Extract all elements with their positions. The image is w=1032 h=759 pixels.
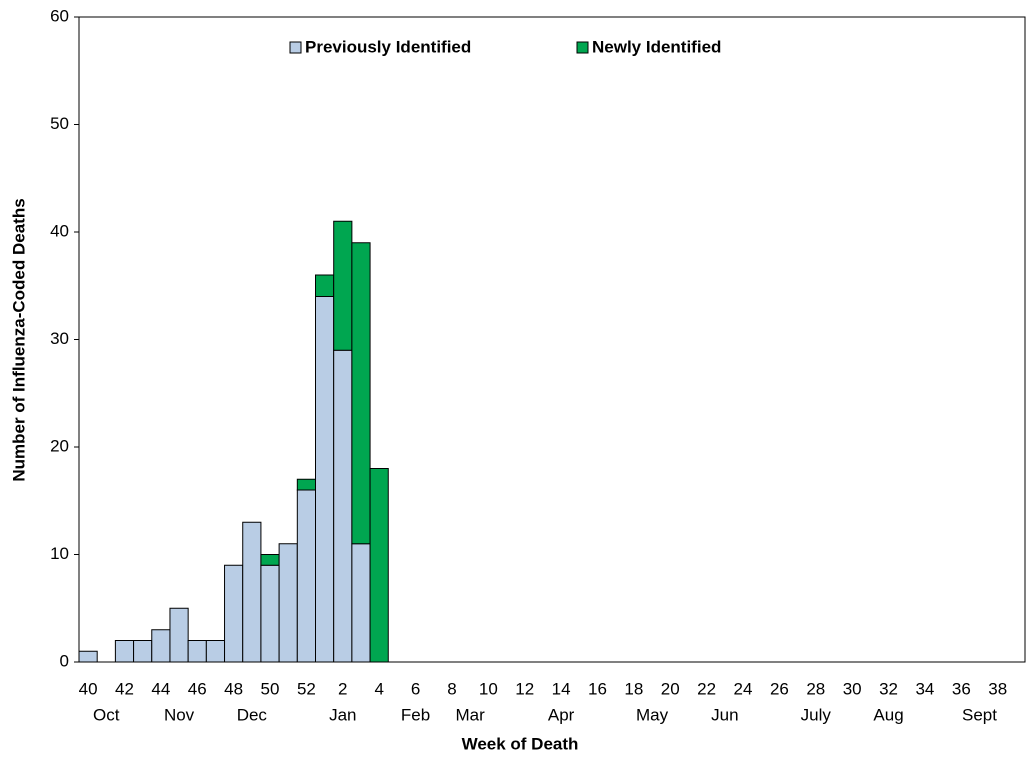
x-tick-label: 24 bbox=[734, 679, 753, 698]
bar-segment bbox=[333, 220, 353, 351]
x-tick-label: 40 bbox=[79, 679, 98, 698]
y-tick-label: 0 bbox=[60, 651, 69, 670]
x-tick-label: 34 bbox=[915, 679, 934, 698]
bar-segment bbox=[333, 349, 353, 663]
bar-segment bbox=[169, 607, 189, 663]
x-tick-label: 32 bbox=[879, 679, 898, 698]
month-label: Aug bbox=[873, 705, 903, 724]
x-tick-label: 52 bbox=[297, 679, 316, 698]
bar-segment bbox=[114, 640, 135, 663]
x-tick-label: 26 bbox=[770, 679, 789, 698]
bar-segment bbox=[187, 640, 207, 663]
y-tick-label: 30 bbox=[50, 329, 69, 348]
y-tick-label: 10 bbox=[50, 544, 69, 563]
x-tick-label: 46 bbox=[188, 679, 207, 698]
month-label: July bbox=[801, 705, 832, 724]
x-tick-label: 2 bbox=[338, 679, 347, 698]
x-tick-label: 8 bbox=[447, 679, 456, 698]
x-tick-label: 50 bbox=[261, 679, 280, 698]
bar-segment bbox=[351, 543, 371, 663]
legend-label: Newly Identified bbox=[592, 37, 721, 56]
bar-segment bbox=[151, 629, 171, 663]
month-label: Mar bbox=[455, 705, 485, 724]
month-label: Feb bbox=[401, 705, 430, 724]
month-label: Dec bbox=[237, 705, 268, 724]
y-tick-label: 60 bbox=[50, 6, 69, 25]
bar-segment bbox=[133, 640, 153, 663]
x-tick-label: 38 bbox=[988, 679, 1007, 698]
legend-swatch bbox=[289, 41, 302, 54]
x-tick-label: 44 bbox=[151, 679, 170, 698]
y-tick-label: 20 bbox=[50, 436, 69, 455]
bar-segment bbox=[260, 564, 280, 663]
bar-segment bbox=[351, 242, 371, 545]
x-tick-label: 14 bbox=[552, 679, 571, 698]
bar-segment bbox=[242, 521, 262, 663]
x-tick-label: 4 bbox=[374, 679, 383, 698]
month-label: Oct bbox=[93, 705, 120, 724]
x-tick-label: 20 bbox=[661, 679, 680, 698]
x-tick-label: 12 bbox=[515, 679, 534, 698]
month-label: May bbox=[636, 705, 669, 724]
month-label: Apr bbox=[548, 705, 575, 724]
bar-segment bbox=[205, 640, 226, 663]
x-tick-label: 22 bbox=[697, 679, 716, 698]
x-tick-label: 36 bbox=[952, 679, 971, 698]
x-tick-label: 48 bbox=[224, 679, 243, 698]
bar-segment bbox=[296, 489, 316, 663]
x-tick-label: 42 bbox=[115, 679, 134, 698]
x-tick-label: 18 bbox=[624, 679, 643, 698]
month-label: Sept bbox=[962, 705, 997, 724]
plot-frame bbox=[78, 16, 1026, 663]
bar-segment bbox=[260, 554, 280, 566]
x-tick-label: 16 bbox=[588, 679, 607, 698]
bar-segment bbox=[78, 650, 98, 663]
bar-segment bbox=[369, 468, 389, 663]
legend-swatch bbox=[576, 41, 589, 54]
month-label: Nov bbox=[164, 705, 195, 724]
x-tick-label: 6 bbox=[411, 679, 420, 698]
bar-segment bbox=[296, 478, 316, 491]
bar-segment bbox=[224, 564, 244, 663]
bar-segment bbox=[278, 543, 298, 663]
x-tick-label: 30 bbox=[843, 679, 862, 698]
month-label: Jan bbox=[329, 705, 356, 724]
y-tick-label: 40 bbox=[50, 221, 69, 240]
x-tick-label: 10 bbox=[479, 679, 498, 698]
x-axis-title: Week of Death bbox=[462, 734, 579, 753]
y-axis-title: Number of Influenza-Coded Deaths bbox=[9, 198, 28, 481]
x-tick-label: 28 bbox=[806, 679, 825, 698]
bar-segment bbox=[315, 274, 335, 297]
y-tick-label: 50 bbox=[50, 114, 69, 133]
legend-label: Previously Identified bbox=[305, 37, 471, 56]
bar-segment bbox=[315, 296, 335, 663]
month-label: Jun bbox=[711, 705, 738, 724]
